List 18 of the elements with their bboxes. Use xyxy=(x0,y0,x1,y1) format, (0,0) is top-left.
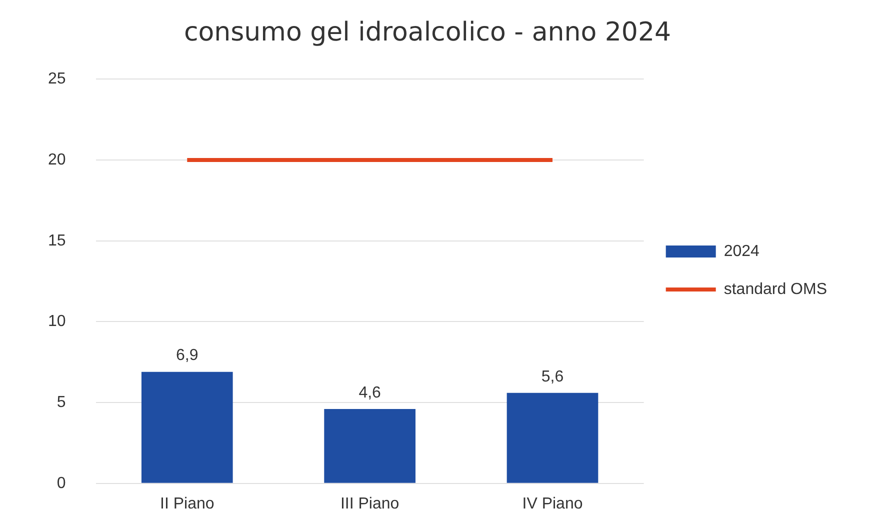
bar xyxy=(506,392,598,483)
y-tick-label: 5 xyxy=(56,394,66,411)
y-tick-label: 0 xyxy=(56,474,66,492)
legend-label: standard OMS xyxy=(724,280,827,298)
data-label: 6,9 xyxy=(176,347,198,364)
x-tick-label: III Piano xyxy=(340,495,400,512)
y-tick-label: 20 xyxy=(48,151,66,168)
x-tick-label: IV Piano xyxy=(522,495,583,512)
bar xyxy=(141,372,233,483)
chart-title: consumo gel idroalcolico - anno 2024 xyxy=(184,17,672,48)
data-label: 4,6 xyxy=(358,384,382,402)
y-tick-label: 10 xyxy=(48,313,66,330)
x-tick-label: II Piano xyxy=(160,495,214,512)
y-tick-label: 15 xyxy=(48,232,66,250)
legend-label: 2024 xyxy=(724,242,760,260)
bar xyxy=(324,409,416,483)
y-tick-label: 25 xyxy=(48,70,66,88)
data-label: 5,6 xyxy=(541,368,564,386)
